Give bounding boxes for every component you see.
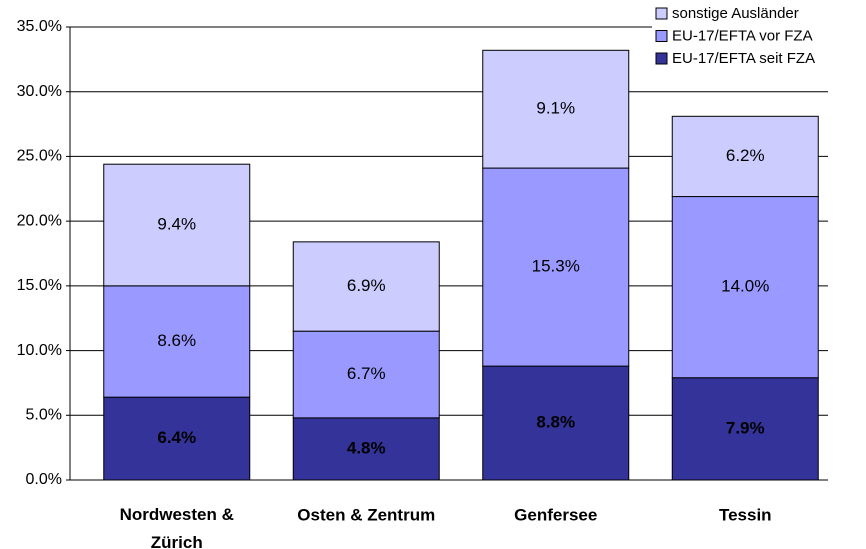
legend-label: sonstige Ausländer — [672, 5, 799, 22]
bar-segment — [103, 285, 251, 398]
x-tick-label: Tessin — [719, 505, 772, 524]
legend-bg — [652, 2, 862, 72]
y-tick-label: 30.0% — [17, 83, 62, 100]
legend-swatch — [655, 7, 668, 20]
value-label: 9.1% — [536, 99, 575, 118]
y-tick-label: 35.0% — [17, 18, 62, 35]
y-tick-label: 20.0% — [17, 212, 62, 229]
legend-label: EU-17/EFTA seit FZA — [672, 50, 815, 67]
value-label: 14.0% — [721, 277, 769, 296]
value-label: 8.8% — [536, 413, 575, 432]
value-label: 6.2% — [726, 146, 765, 165]
bar-segment — [671, 196, 819, 379]
value-label: 4.8% — [347, 438, 386, 457]
y-tick-label: 25.0% — [17, 148, 62, 165]
value-label: 6.7% — [347, 364, 386, 383]
y-tick-label: 15.0% — [17, 277, 62, 294]
y-tick-label: 10.0% — [17, 342, 62, 359]
x-tick-label: Nordwesten & Zürich — [120, 505, 234, 549]
value-label: 7.9% — [726, 418, 765, 437]
value-label: 6.4% — [157, 428, 196, 447]
y-tick-label: 5.0% — [26, 407, 62, 424]
bar-segment — [292, 417, 440, 481]
legend-label: EU-17/EFTA vor FZA — [672, 27, 813, 44]
x-tick-label: Genfersee — [514, 505, 597, 524]
x-tick-label: Osten & Zentrum — [297, 505, 435, 524]
value-label: 9.4% — [157, 215, 196, 234]
bar-segment — [292, 241, 440, 332]
bar-segment — [292, 330, 440, 419]
bar-segment — [671, 115, 819, 198]
value-label: 6.9% — [347, 276, 386, 295]
value-label: 15.3% — [532, 257, 580, 276]
value-label: 8.6% — [157, 331, 196, 350]
y-tick-label: 0.0% — [26, 471, 62, 488]
bar-segment — [482, 167, 630, 367]
bar-segment — [103, 163, 251, 287]
legend-swatch — [655, 30, 668, 42]
bar-segment — [103, 396, 251, 481]
bar-segment — [482, 49, 630, 169]
legend-swatch — [655, 52, 668, 65]
